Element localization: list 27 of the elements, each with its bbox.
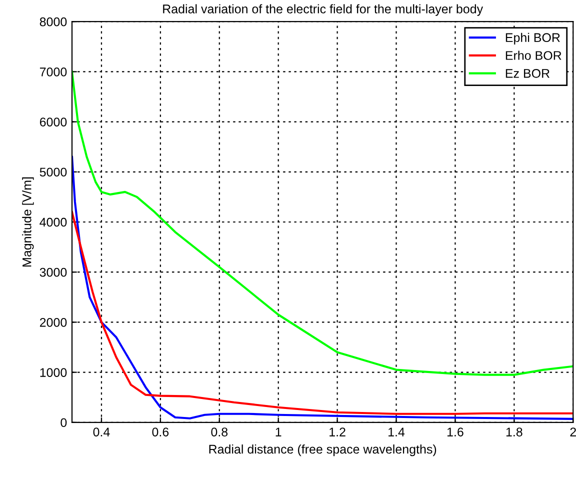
y-tick-label: 8000 bbox=[40, 17, 67, 26]
x-tick-label: 2 bbox=[570, 428, 576, 436]
line-series bbox=[72, 210, 574, 415]
x-tick-label: 1.8 bbox=[506, 428, 522, 436]
y-tick-label: 2000 bbox=[40, 318, 67, 327]
x-tick-label: 1.4 bbox=[388, 428, 405, 436]
chart-title: Radial variation of the electric field for the multi-layer body bbox=[163, 4, 484, 16]
legend-label: Erho BOR bbox=[506, 50, 562, 60]
y-tick-label: 0 bbox=[60, 418, 67, 428]
y-tick-label: 5000 bbox=[40, 168, 67, 177]
legend-label: Ez BOR bbox=[506, 68, 550, 78]
y-tick-label: 4000 bbox=[40, 218, 67, 227]
y-tick-label: 3000 bbox=[40, 268, 67, 277]
x-tick-label: 1.2 bbox=[330, 428, 346, 436]
x-axis-title: Radial distance (free space wavelengths) bbox=[209, 444, 436, 456]
y-tick-label: 1000 bbox=[40, 368, 67, 377]
line-series bbox=[72, 156, 574, 420]
x-tick-label: 0.6 bbox=[152, 428, 169, 436]
x-tick-label: 1.6 bbox=[447, 428, 464, 436]
y-tick-label: 6000 bbox=[40, 118, 67, 126]
x-tick-label: 0.8 bbox=[211, 428, 228, 436]
legend-label: Ephi BOR bbox=[506, 32, 560, 44]
y-axis-title: Magnitude [V/m] bbox=[22, 177, 34, 266]
y-tick-label: 7000 bbox=[40, 68, 67, 76]
x-tick-label: 1 bbox=[276, 428, 282, 436]
line-series bbox=[72, 70, 574, 376]
x-tick-label: 0.4 bbox=[93, 428, 110, 436]
